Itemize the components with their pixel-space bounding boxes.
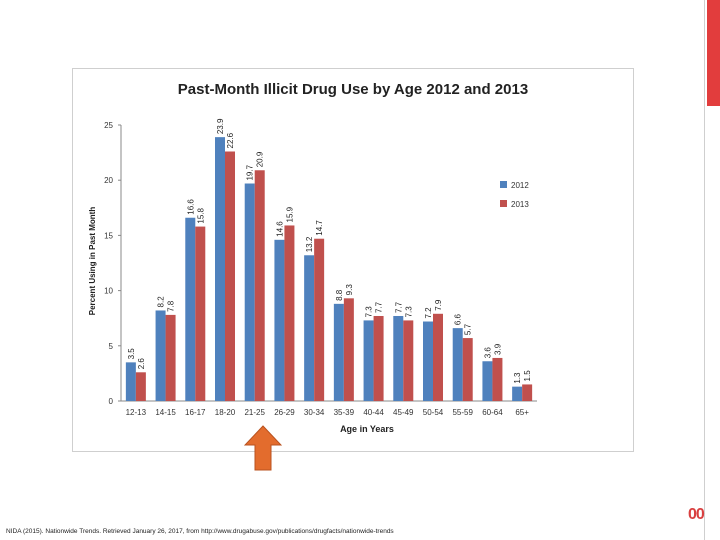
y-tick-label: 15 [104,231,113,240]
data-label: 2.6 [137,358,146,370]
data-label: 19.7 [246,164,255,180]
y-tick-label: 0 [109,397,114,406]
bar-2013 [195,226,206,401]
accent-bar [707,0,720,106]
data-label: 15.9 [285,206,294,222]
data-label: 8.2 [157,296,166,308]
bar-2012 [185,217,196,401]
x-tick-label: 21-25 [244,408,265,417]
bar-2012 [393,315,404,401]
bar-2013 [225,151,235,401]
bar-2013 [165,314,176,401]
data-label: 6.6 [454,313,463,325]
y-tick-label: 10 [104,287,113,296]
x-tick-label: 45-49 [393,408,414,417]
bar-2013 [433,313,443,401]
chart-title: Past-Month Illicit Drug Use by Age 2012 … [178,81,528,98]
data-label: 7.8 [167,300,176,312]
bar-2013 [462,338,473,401]
data-label: 7.2 [424,307,433,319]
y-tick-label: 25 [104,121,113,130]
legend-label-2012: 2012 [511,181,529,190]
data-label: 16.6 [186,199,195,215]
bar-2012 [155,310,166,401]
y-tick-label: 5 [109,342,114,351]
bar-2012 [452,328,463,401]
x-tick-label: 50-54 [423,408,444,417]
y-tick-label: 20 [104,176,113,185]
data-label: 14.7 [315,220,324,236]
data-label: 5.7 [464,323,473,335]
bar-2013 [135,372,146,401]
vertical-rule [704,0,705,540]
citation: NIDA (2015). Nationwide Trends. Retrieve… [6,528,394,535]
bar-2012 [274,239,285,401]
data-label: 7.7 [375,301,384,313]
data-label: 7.9 [434,299,443,311]
bar-2012 [333,303,344,401]
data-label: 7.3 [404,306,413,318]
x-tick-label: 40-44 [363,408,384,417]
x-tick-label: 16-17 [185,408,206,417]
bar-2013 [522,384,533,401]
legend-swatch-2013 [500,200,507,207]
slide-number: 00 [688,506,705,523]
bar-2012 [423,321,433,401]
bar-2012 [244,183,255,401]
x-tick-label: 18-20 [215,408,236,417]
bar-2012 [125,362,136,401]
data-label: 7.3 [365,306,374,318]
bar-2012 [215,137,225,402]
x-tick-label: 26-29 [274,408,295,417]
x-tick-label: 55-59 [452,408,473,417]
bar-2012 [304,255,315,401]
legend-swatch-2012 [500,181,507,188]
data-label: 3.6 [483,347,492,359]
x-tick-label: 30-34 [304,408,325,417]
x-tick-label: 35-39 [334,408,355,417]
x-tick-label: 65+ [515,408,529,417]
data-label: 1.3 [513,372,522,384]
data-label: 8.8 [335,289,344,301]
data-label: 13.2 [305,236,314,252]
bar-2013 [403,320,414,401]
x-tick-label: 14-15 [155,408,176,417]
bar-2012 [363,320,374,401]
legend-label-2013: 2013 [511,200,529,209]
bar-2013 [343,298,354,401]
data-label: 7.7 [394,301,403,313]
data-label: 20.9 [256,151,265,167]
data-label: 3.9 [493,343,502,355]
data-label: 9.3 [345,284,354,296]
y-axis-label: Percent Using in Past Month [88,207,97,316]
bar-2012 [512,386,523,401]
data-label: 3.5 [127,348,136,360]
chart-frame: Past-Month Illicit Drug Use by Age 2012 … [72,68,634,452]
data-label: 23.9 [216,118,225,134]
x-tick-label: 12-13 [126,408,147,417]
bar-2013 [254,170,265,401]
bar-2013 [314,238,325,401]
x-axis-label: Age in Years [340,424,394,434]
data-label: 1.5 [523,370,532,382]
data-label: 22.6 [226,132,235,148]
bar-2013 [373,315,384,401]
x-tick-label: 60-64 [482,408,503,417]
up-arrow-icon [244,425,282,471]
data-label: 14.6 [275,221,284,237]
bar-2013 [284,225,295,401]
data-label: 15.8 [196,207,205,223]
bar-2012 [482,361,493,401]
bar-2013 [492,357,503,401]
bar-chart: Past-Month Illicit Drug Use by Age 2012 … [88,81,537,434]
